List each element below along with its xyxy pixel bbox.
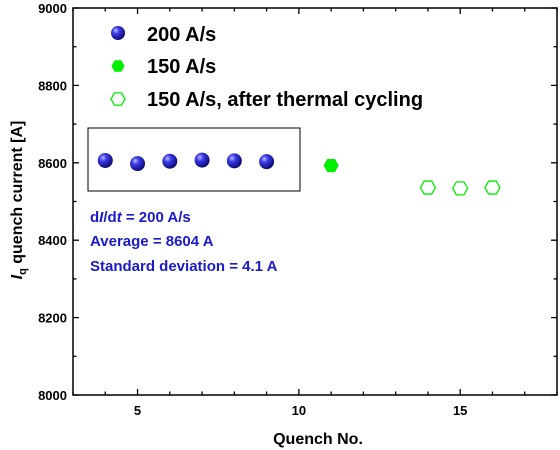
statistics-annotation: dI/dt = 200 A/s Average = 8604 A Standar…	[90, 209, 278, 275]
annotation-std-dev: Standard deviation = 4.1 A	[90, 258, 278, 275]
highlight-box	[87, 127, 301, 192]
data-point-sphere	[226, 153, 242, 169]
legend-marker-150As	[111, 60, 125, 72]
y-tick-label: 8400	[38, 233, 67, 248]
data-point-sphere	[97, 152, 113, 168]
y-tick-label: 8000	[38, 388, 67, 403]
y-axis-label-symbol: I	[9, 274, 26, 279]
series-2	[323, 158, 339, 173]
annotation-rate-t: t	[117, 209, 123, 226]
data-point-sphere	[194, 152, 210, 168]
series-1	[97, 152, 275, 172]
x-tick-label: 5	[134, 403, 141, 418]
annotation-rate: dI/dt = 200 A/s	[90, 209, 191, 226]
y-tick-label: 8600	[38, 156, 67, 171]
plot-frame	[72, 7, 558, 396]
annotation-rate-i: I	[99, 209, 104, 226]
annotation-rate-slash: /d	[103, 209, 116, 226]
data-point-sphere	[130, 156, 146, 172]
data-point-sphere	[162, 153, 178, 169]
x-axis-ticks	[72, 8, 558, 395]
y-axis-tick-labels: 8000 8200 8400 8600 8800 9000	[38, 1, 67, 403]
legend-marker-200As	[111, 26, 125, 40]
y-tick-label: 8800	[38, 78, 67, 93]
annotation-rate-value: = 200 A/s	[122, 209, 191, 226]
y-axis-label-text: quench current [A]	[9, 121, 26, 269]
x-tick-label: 10	[292, 403, 306, 418]
data-point-sphere	[259, 154, 275, 170]
legend-label-150As: 150 A/s	[147, 56, 216, 78]
x-axis-tick-labels: 5 10 15	[134, 403, 468, 418]
y-axis-label: Iq quench current [A]	[9, 121, 29, 280]
series-3	[419, 180, 501, 196]
y-axis-label-subscript: q	[17, 268, 29, 275]
data-point-hexagon-open	[484, 180, 501, 195]
y-axis-ticks	[73, 7, 557, 396]
legend-label-200As: 200 A/s	[147, 24, 216, 46]
legend-label-150As-thermal: 150 A/s, after thermal cycling	[147, 89, 423, 111]
y-tick-label: 9000	[38, 1, 67, 16]
x-tick-label: 15	[453, 403, 467, 418]
data-point-hexagon-open	[451, 181, 469, 196]
legend: 200 A/s 150 A/s 150 A/s, after thermal c…	[110, 24, 423, 111]
data-point-hexagon-filled	[323, 158, 339, 173]
x-axis-label: Quench No.	[273, 431, 363, 448]
annotation-average: Average = 8604 A	[90, 233, 214, 250]
data-point-hexagon-open	[419, 180, 437, 195]
annotation-rate-d: d	[90, 209, 99, 226]
data-points	[97, 152, 501, 196]
y-tick-label: 8200	[38, 311, 67, 326]
legend-marker-150As-thermal	[110, 92, 126, 106]
